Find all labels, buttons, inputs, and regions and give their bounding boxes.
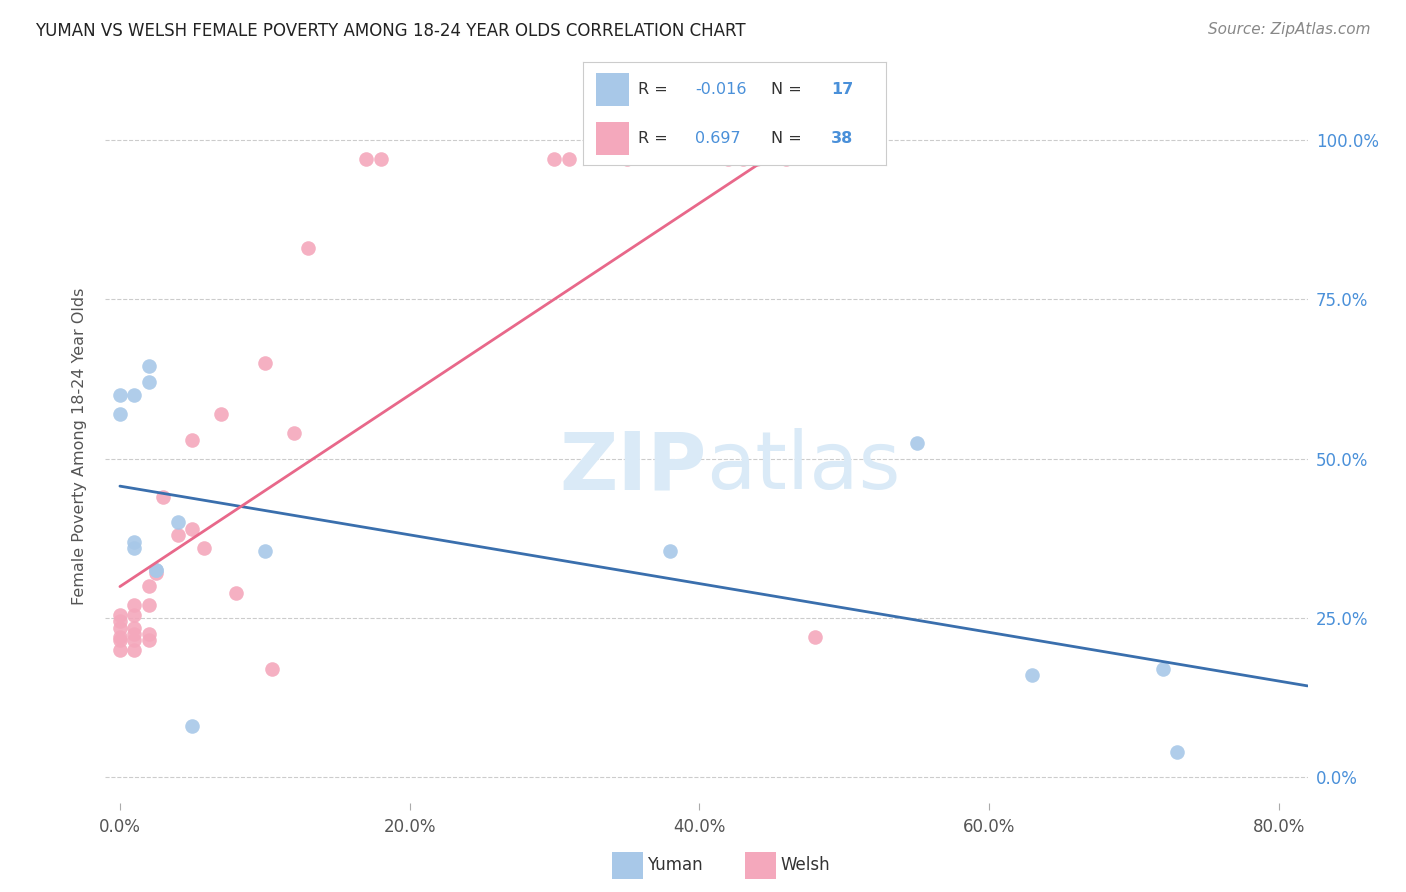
Bar [596, 122, 628, 155]
Point [167, 516, 190, 530]
Point [138, 359, 160, 374]
Point [145, 563, 167, 577]
Point [124, 621, 146, 635]
Point [124, 643, 146, 657]
Text: Yuman: Yuman [647, 856, 703, 874]
Point [108, 621, 131, 635]
Point [181, 719, 204, 733]
Point [138, 633, 160, 648]
Point [108, 407, 131, 421]
Point [297, 242, 319, 256]
Point [616, 153, 638, 167]
Point [181, 433, 204, 447]
Point [209, 407, 232, 421]
Point [124, 534, 146, 549]
Text: atlas: atlas [707, 428, 901, 507]
Point [905, 435, 928, 450]
Text: N =: N = [770, 131, 807, 146]
Point [124, 607, 146, 622]
Point [108, 643, 131, 657]
Point [747, 153, 769, 167]
Text: R =: R = [638, 81, 673, 96]
Point [124, 633, 146, 648]
Point [1152, 662, 1174, 676]
Point [804, 630, 827, 644]
Point [138, 599, 160, 613]
Point [717, 153, 740, 167]
Point [124, 627, 146, 641]
Point [543, 153, 565, 167]
Text: N =: N = [770, 81, 807, 96]
Point [108, 388, 131, 402]
Point [108, 607, 131, 622]
Point [1021, 668, 1043, 682]
Text: ZIP: ZIP [560, 428, 707, 507]
Point [108, 614, 131, 628]
Text: 38: 38 [831, 131, 853, 146]
Point [108, 630, 131, 644]
Point [775, 153, 797, 167]
Text: 0.697: 0.697 [696, 131, 741, 146]
Text: Welsh: Welsh [780, 856, 830, 874]
Point [225, 585, 247, 599]
Point [1166, 745, 1188, 759]
Point [138, 579, 160, 593]
Point [354, 153, 377, 167]
Point [253, 356, 276, 370]
Text: R =: R = [638, 131, 678, 146]
Point [283, 426, 305, 441]
Point [124, 541, 146, 555]
Point [659, 544, 682, 558]
Point [145, 566, 167, 581]
Point [145, 563, 167, 577]
Point [370, 153, 392, 167]
Text: -0.016: -0.016 [696, 81, 747, 96]
Point [731, 153, 754, 167]
Point [193, 541, 215, 555]
Point [558, 153, 581, 167]
Point [181, 522, 204, 536]
Text: Source: ZipAtlas.com: Source: ZipAtlas.com [1208, 22, 1371, 37]
Point [124, 388, 146, 402]
Point [260, 662, 283, 676]
Point [152, 490, 174, 504]
Point [253, 544, 276, 558]
Point [108, 633, 131, 648]
Point [124, 599, 146, 613]
Point [138, 627, 160, 641]
Point [167, 528, 190, 542]
Text: 17: 17 [831, 81, 853, 96]
Text: YUMAN VS WELSH FEMALE POVERTY AMONG 18-24 YEAR OLDS CORRELATION CHART: YUMAN VS WELSH FEMALE POVERTY AMONG 18-2… [35, 22, 745, 40]
Y-axis label: Female Poverty Among 18-24 Year Olds: Female Poverty Among 18-24 Year Olds [72, 287, 87, 605]
Point [138, 376, 160, 390]
Bar [596, 73, 628, 105]
